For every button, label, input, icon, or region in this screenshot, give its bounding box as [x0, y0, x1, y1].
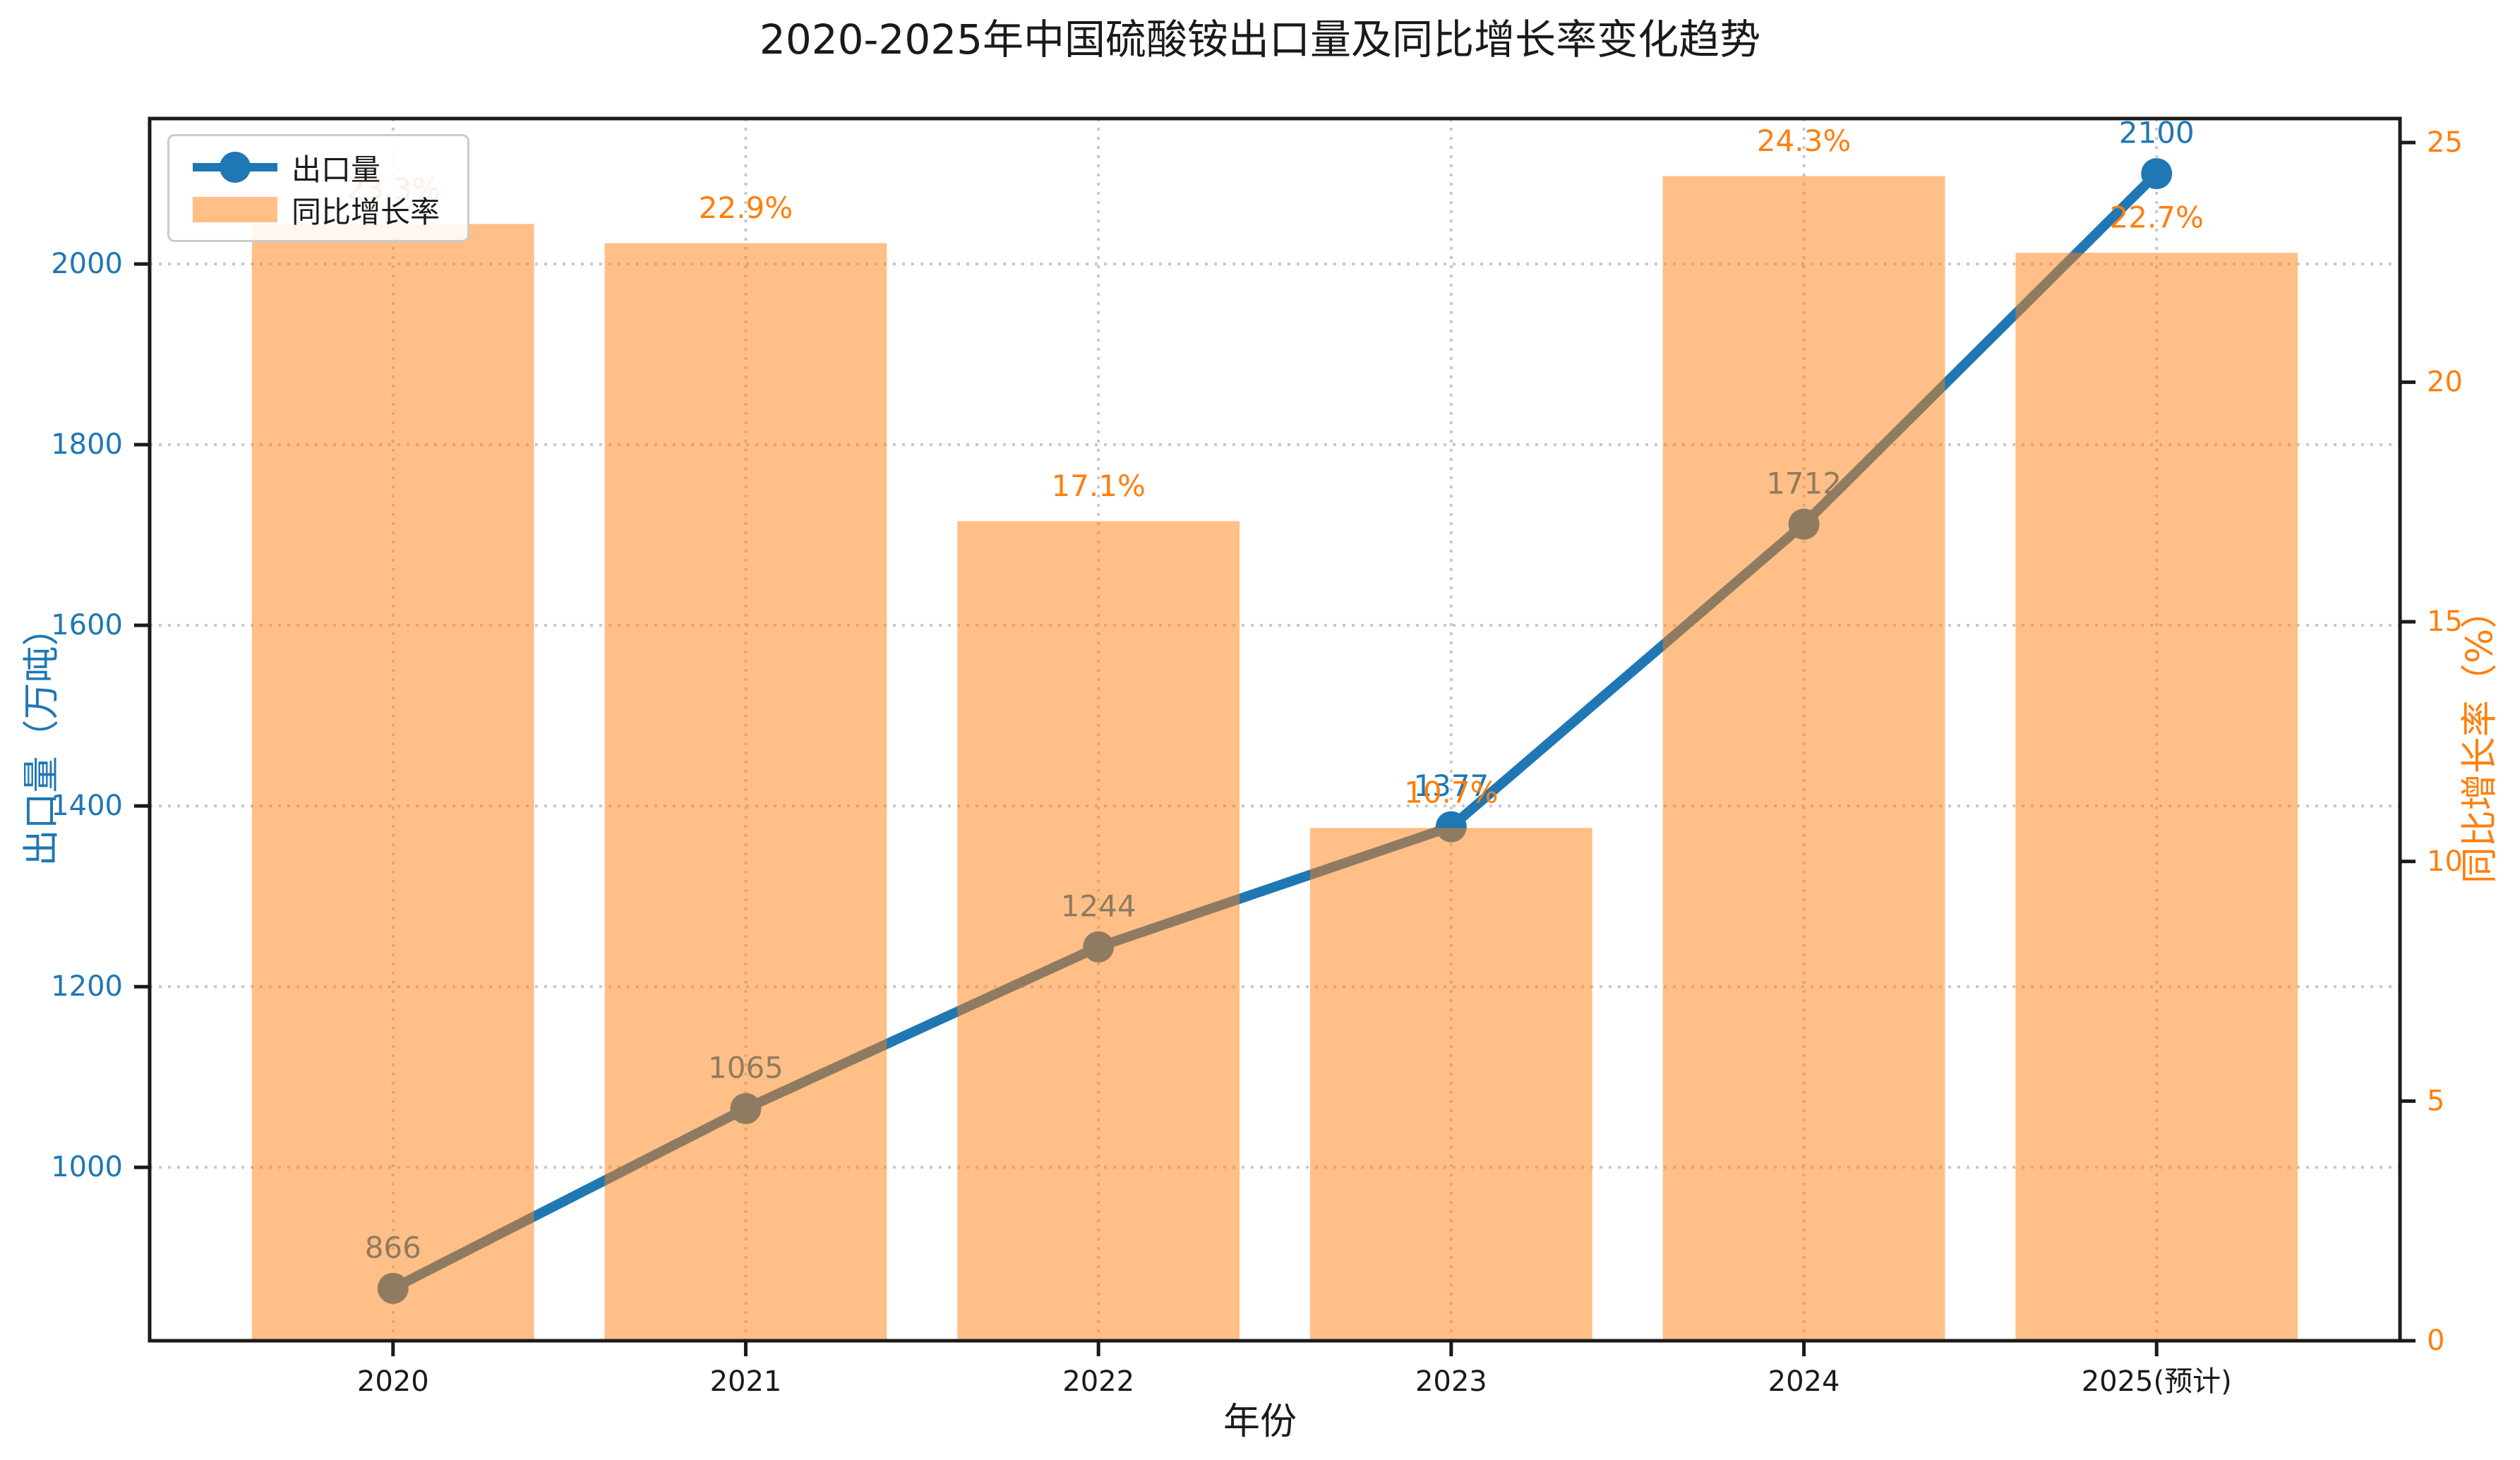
- x-tick-label-2023: 2023: [1415, 1365, 1487, 1398]
- value-label-2025(预计): 2100: [2119, 116, 2195, 150]
- legend-label-exports: 出口量: [292, 152, 381, 187]
- bar-label-2025(预计): 22.7%: [2109, 200, 2203, 235]
- y-left-tick-label-1400: 1400: [51, 790, 123, 822]
- x-tick-label-2020: 2020: [357, 1365, 429, 1398]
- y-right-tick-label-10: 10: [2427, 845, 2463, 878]
- bar-2021: [604, 243, 887, 1341]
- bar-2022: [957, 521, 1240, 1341]
- y-right-tick-label-0: 0: [2427, 1325, 2444, 1357]
- legend-item-exports: 出口量: [193, 146, 467, 188]
- axes-layer: 1000 1200 1400 1600 1800 2000 0 5 10 15 20 25 2020 20…: [51, 116, 2463, 1398]
- legend-label-growth: 同比增长率: [292, 194, 440, 229]
- x-tick-label-2021: 2021: [710, 1365, 782, 1398]
- bar-layer: [251, 176, 2298, 1341]
- bar-label-2021: 22.9%: [699, 191, 793, 225]
- y-left-tick-label-2000: 2000: [51, 248, 123, 280]
- legend-marker-dot-icon: [220, 152, 251, 183]
- legend-item-growth: 同比增长率: [193, 188, 467, 231]
- y-right-axis-label: 同比增长率（%）: [2459, 591, 2502, 884]
- bar-2025(预计): [2015, 253, 2298, 1341]
- x-tick-label-2022: 2022: [1062, 1365, 1134, 1398]
- legend: 出口量 同比增长率: [167, 134, 469, 242]
- legend-bar-swatch: [193, 197, 277, 222]
- marker-2025(预计): [2141, 158, 2173, 190]
- legend-line-swatch: [193, 151, 277, 183]
- y-left-tick-label-1000: 1000: [51, 1151, 123, 1183]
- y-left-tick-label-1600: 1600: [51, 609, 123, 641]
- value-label-2023: 1377: [1413, 768, 1489, 803]
- bar-label-2024: 24.3%: [1757, 123, 1851, 158]
- plot-spines: [148, 116, 2402, 1343]
- y-right-tick-label-20: 20: [2427, 366, 2463, 399]
- y-right-tick-label-15: 15: [2427, 605, 2463, 638]
- bar-2024: [1662, 176, 1945, 1341]
- y-right-tick-label-25: 25: [2427, 126, 2463, 159]
- y-left-axis-label: 出口量（万吨）: [20, 609, 64, 867]
- bar-2023: [1309, 828, 1592, 1341]
- bar-label-2023: 10.7%: [1404, 776, 1498, 810]
- x-axis-label: 年份: [1223, 1401, 1297, 1443]
- x-tick-label-2024: 2024: [1768, 1365, 1840, 1398]
- chart-title: 2020-2025年中国硫酸铵出口量及同比增长率变化趋势: [759, 16, 1761, 64]
- y-left-tick-label-1800: 1800: [51, 428, 123, 461]
- bar-2020: [251, 224, 534, 1341]
- x-tick-label-2025(预计): 2025(预计): [2082, 1365, 2232, 1398]
- y-right-tick-label-5: 5: [2427, 1085, 2444, 1117]
- y-left-tick-label-1200: 1200: [51, 970, 123, 1003]
- bar-label-2022: 17.1%: [1051, 469, 1145, 503]
